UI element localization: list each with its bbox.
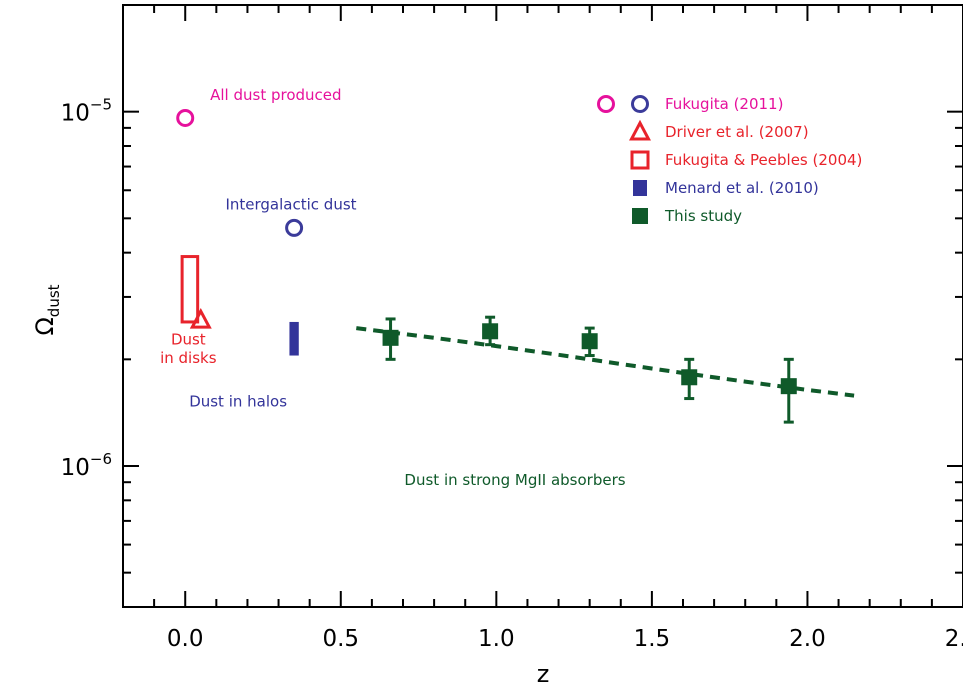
data-point <box>176 108 195 127</box>
legend-marker <box>632 208 648 224</box>
annotation: Dust in halos <box>189 393 287 411</box>
annotation: in disks <box>160 349 217 367</box>
legend-item: Driver et al. (2007) <box>629 119 809 141</box>
annotations: All dust produced Intergalactic dust Dusti… <box>160 86 626 489</box>
fit-curve <box>356 326 855 398</box>
data-point <box>189 307 212 329</box>
y-tick-base: 10 <box>61 101 90 127</box>
legend-label: Menard et al. (2010) <box>665 179 819 197</box>
legend-marker <box>597 95 615 113</box>
y-tick-labels: 10−610−5 <box>61 96 112 481</box>
legend: Fukugita (2011) Driver et al. (2007) Fukug… <box>597 95 862 225</box>
data-point <box>681 369 698 386</box>
legend-marker <box>631 95 649 113</box>
legend-item: Menard et al. (2010) <box>633 179 819 197</box>
y-tick-label: 10−5 <box>61 96 112 127</box>
legend-label: This study <box>664 207 742 225</box>
x-tick-label: 0.0 <box>167 626 204 652</box>
x-axis-title: z <box>537 660 550 687</box>
legend-marker <box>630 150 650 170</box>
range-box <box>180 255 200 324</box>
data-marks <box>176 108 797 424</box>
y-tick-exponent: −5 <box>90 96 112 114</box>
x-tick-labels: 0.0 0.5 1.0 1.5 2.0 2.5 <box>167 626 963 652</box>
x-tick-label: 1.0 <box>478 626 515 652</box>
y-tick-exponent: −6 <box>90 450 112 468</box>
range-box <box>289 321 299 356</box>
x-tick-label: 1.5 <box>634 626 671 652</box>
data-point <box>482 323 499 340</box>
legend-label: Fukugita & Peebles (2004) <box>665 151 862 169</box>
annotation: Dust <box>171 331 206 349</box>
legend-item: Fukugita (2011) <box>597 95 783 113</box>
annotation: Intergalactic dust <box>225 195 356 213</box>
x-tick-label: 0.5 <box>322 626 359 652</box>
legend-marker <box>629 119 651 141</box>
legend-marker <box>633 180 647 196</box>
y-tick-label: 10−6 <box>61 450 112 481</box>
annotation: All dust produced <box>210 86 341 104</box>
fit-curve-group <box>356 326 855 398</box>
legend-label: Driver et al. (2007) <box>665 123 809 141</box>
x-tick-label: 2.0 <box>789 626 826 652</box>
y-axis-title: Ωdust <box>31 284 63 335</box>
legend-label: Fukugita (2011) <box>665 95 783 113</box>
y-axis-title-main: Ω <box>31 317 59 335</box>
data-point <box>581 333 598 350</box>
y-tick-base: 10 <box>61 455 90 481</box>
y-axis-title-sub: dust <box>45 284 63 317</box>
legend-item: Fukugita & Peebles (2004) <box>630 150 862 170</box>
x-tick-label: 2.5 <box>945 626 963 652</box>
data-point <box>382 329 399 346</box>
data-point <box>780 378 797 395</box>
annotation: Dust in strong MgII absorbers <box>404 471 625 489</box>
plot-frame <box>122 4 963 608</box>
data-point <box>285 218 304 237</box>
axis-ticks <box>122 5 963 607</box>
legend-item: This study <box>632 207 742 225</box>
